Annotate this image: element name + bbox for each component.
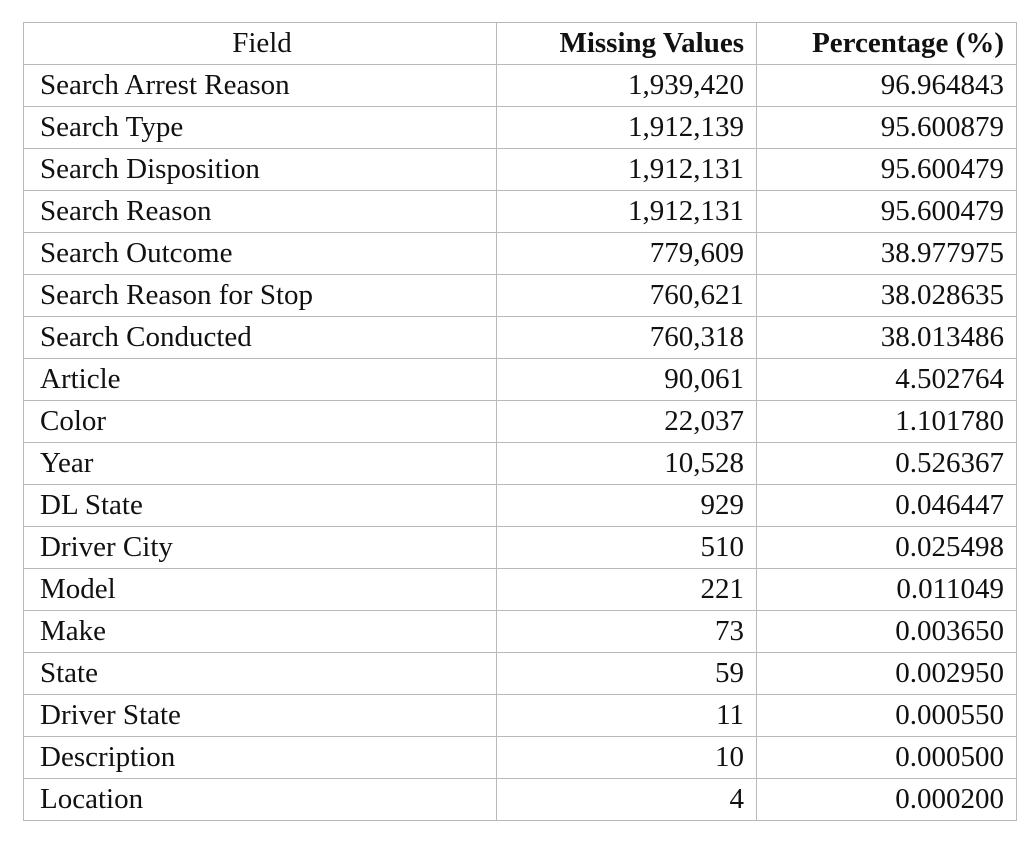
percentage-cell: 95.600479 [756, 148, 1017, 191]
table-row: Year 10,528 0.526367 [23, 442, 1017, 485]
percentage-cell: 0.000500 [756, 736, 1017, 779]
missing-values-cell: 59 [496, 652, 757, 695]
missing-values-cell: 1,912,139 [496, 106, 757, 149]
percentage-cell: 0.011049 [756, 568, 1017, 611]
missing-values-cell: 221 [496, 568, 757, 611]
field-cell: Search Reason [23, 190, 497, 233]
percentage-cell: 0.526367 [756, 442, 1017, 485]
header-field: Field [23, 22, 497, 65]
missing-values-cell: 760,318 [496, 316, 757, 359]
percentage-cell: 1.101780 [756, 400, 1017, 443]
table-row: Search Reason 1,912,131 95.600479 [23, 190, 1017, 233]
percentage-cell: 38.013486 [756, 316, 1017, 359]
percentage-cell: 96.964843 [756, 64, 1017, 107]
header-row: Field Missing Values Percentage (%) [23, 22, 1017, 65]
table-row: Model 221 0.011049 [23, 568, 1017, 611]
missing-values-cell: 11 [496, 694, 757, 737]
missing-values-cell: 1,912,131 [496, 148, 757, 191]
table-row: Make 73 0.003650 [23, 610, 1017, 653]
percentage-cell: 95.600879 [756, 106, 1017, 149]
missing-values-cell: 73 [496, 610, 757, 653]
field-cell: Search Reason for Stop [23, 274, 497, 317]
missing-values-cell: 22,037 [496, 400, 757, 443]
field-cell: Search Type [23, 106, 497, 149]
missing-values-table: Field Missing Values Percentage (%) Sear… [23, 22, 1017, 821]
missing-values-cell: 10,528 [496, 442, 757, 485]
table-body: Search Arrest Reason 1,939,420 96.964843 Se… [23, 64, 1017, 821]
field-cell: Search Outcome [23, 232, 497, 275]
header-missing-values: Missing Values [496, 22, 757, 65]
missing-values-cell: 929 [496, 484, 757, 527]
table-row: Search Conducted 760,318 38.013486 [23, 316, 1017, 359]
table-row: Driver City 510 0.025498 [23, 526, 1017, 569]
table-row: Search Reason for Stop 760,621 38.028635 [23, 274, 1017, 317]
field-cell: Color [23, 400, 497, 443]
table-row: Search Arrest Reason 1,939,420 96.964843 [23, 64, 1017, 107]
field-cell: Search Arrest Reason [23, 64, 497, 107]
missing-values-cell: 510 [496, 526, 757, 569]
missing-values-cell: 90,061 [496, 358, 757, 401]
field-cell: Year [23, 442, 497, 485]
percentage-cell: 38.028635 [756, 274, 1017, 317]
table-row: Search Outcome 779,609 38.977975 [23, 232, 1017, 275]
percentage-cell: 95.600479 [756, 190, 1017, 233]
table-row: Article 90,061 4.502764 [23, 358, 1017, 401]
field-cell: Make [23, 610, 497, 653]
table-row: Search Type 1,912,139 95.600879 [23, 106, 1017, 149]
header-percentage: Percentage (%) [756, 22, 1017, 65]
field-cell: Model [23, 568, 497, 611]
missing-values-cell: 779,609 [496, 232, 757, 275]
field-cell: State [23, 652, 497, 695]
percentage-cell: 0.000550 [756, 694, 1017, 737]
field-cell: Driver State [23, 694, 497, 737]
percentage-cell: 0.046447 [756, 484, 1017, 527]
field-cell: Driver City [23, 526, 497, 569]
missing-values-cell: 4 [496, 778, 757, 821]
table-row: Location 4 0.000200 [23, 778, 1017, 821]
missing-values-cell: 1,912,131 [496, 190, 757, 233]
table-row: State 59 0.002950 [23, 652, 1017, 695]
missing-values-cell: 760,621 [496, 274, 757, 317]
percentage-cell: 38.977975 [756, 232, 1017, 275]
missing-values-cell: 1,939,420 [496, 64, 757, 107]
percentage-cell: 0.002950 [756, 652, 1017, 695]
percentage-cell: 0.003650 [756, 610, 1017, 653]
field-cell: Article [23, 358, 497, 401]
percentage-cell: 0.025498 [756, 526, 1017, 569]
table-row: Driver State 11 0.000550 [23, 694, 1017, 737]
field-cell: Search Disposition [23, 148, 497, 191]
table-row: DL State 929 0.046447 [23, 484, 1017, 527]
percentage-cell: 4.502764 [756, 358, 1017, 401]
missing-values-cell: 10 [496, 736, 757, 779]
field-cell: Location [23, 778, 497, 821]
field-cell: Description [23, 736, 497, 779]
percentage-cell: 0.000200 [756, 778, 1017, 821]
field-cell: Search Conducted [23, 316, 497, 359]
field-cell: DL State [23, 484, 497, 527]
table-row: Description 10 0.000500 [23, 736, 1017, 779]
table-row: Search Disposition 1,912,131 95.600479 [23, 148, 1017, 191]
table-row: Color 22,037 1.101780 [23, 400, 1017, 443]
